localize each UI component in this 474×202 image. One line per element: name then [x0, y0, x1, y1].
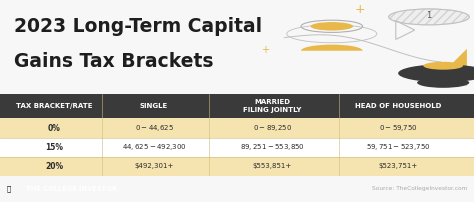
Circle shape [417, 78, 469, 88]
Text: THE COLLEGE INVESTOR: THE COLLEGE INVESTOR [26, 186, 117, 192]
Text: 🎓: 🎓 [7, 186, 11, 192]
Bar [0, 157, 474, 176]
Circle shape [389, 9, 469, 25]
Bar [0, 118, 474, 138]
Bar [0, 94, 474, 118]
Text: $492,301+: $492,301+ [134, 163, 174, 169]
Text: Gains Tax Brackets: Gains Tax Brackets [14, 52, 214, 71]
Text: $0 - $59,750: $0 - $59,750 [379, 123, 418, 133]
Text: $0 - $89,250: $0 - $89,250 [253, 123, 292, 133]
Text: $89,251 - $553,850: $89,251 - $553,850 [240, 142, 305, 152]
Text: 0%: 0% [48, 123, 61, 133]
Text: 1: 1 [426, 12, 432, 20]
Circle shape [398, 64, 474, 82]
Text: $523,751+: $523,751+ [379, 163, 418, 169]
Bar [0, 138, 474, 157]
Text: 2023 Long-Term Capital: 2023 Long-Term Capital [14, 17, 262, 36]
Text: TAX BRACKET/RATE: TAX BRACKET/RATE [16, 103, 93, 109]
Text: +: + [355, 3, 365, 16]
Text: 15%: 15% [46, 143, 64, 152]
Polygon shape [448, 49, 467, 86]
Text: $0 - $44,625: $0 - $44,625 [135, 123, 173, 133]
Circle shape [423, 62, 463, 70]
Text: +: + [262, 45, 269, 55]
Text: $44,625 - $492,300: $44,625 - $492,300 [122, 142, 186, 152]
Circle shape [310, 22, 353, 31]
Text: MARRIED
FILING JOINTLY: MARRIED FILING JOINTLY [243, 99, 302, 113]
Text: $59,751 - $523,750: $59,751 - $523,750 [366, 142, 430, 152]
Text: 20%: 20% [46, 162, 64, 171]
Text: Source: TheCollegeInvestor.com: Source: TheCollegeInvestor.com [372, 186, 467, 191]
Text: SINGLE: SINGLE [140, 103, 168, 109]
Text: $553,851+: $553,851+ [253, 163, 292, 169]
Text: HEAD OF HOUSEHOLD: HEAD OF HOUSEHOLD [355, 103, 441, 109]
Wedge shape [301, 45, 363, 51]
